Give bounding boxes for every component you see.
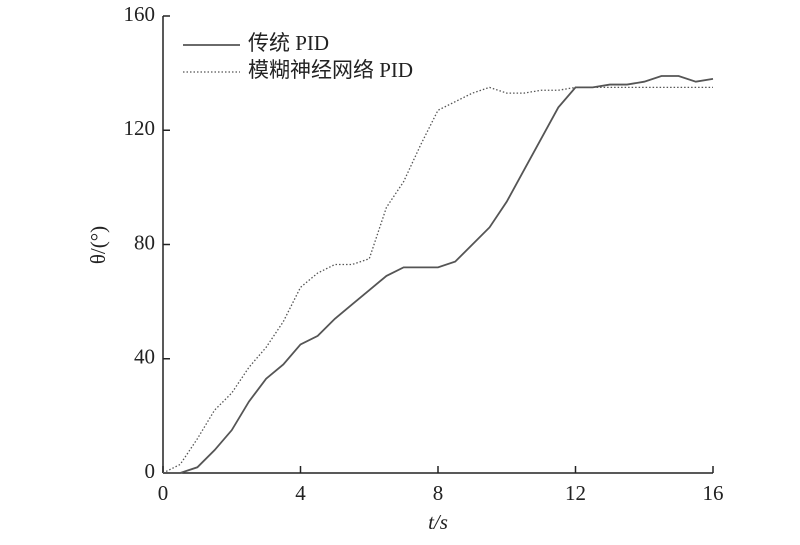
x-tick-label: 16 bbox=[703, 481, 724, 505]
x-tick-label: 12 bbox=[565, 481, 586, 505]
x-tick-label: 0 bbox=[158, 481, 169, 505]
y-tick-label: 0 bbox=[145, 459, 156, 483]
x-tick-label: 4 bbox=[295, 481, 306, 505]
legend-label: 传统 PID bbox=[248, 31, 329, 55]
y-tick-label: 40 bbox=[134, 345, 155, 369]
x-axis-label: t/s bbox=[428, 510, 448, 534]
series-line bbox=[162, 86, 713, 474]
series-line bbox=[163, 75, 714, 474]
y-tick-label: 80 bbox=[134, 230, 155, 254]
y-axis-label: θ/(°) bbox=[86, 226, 110, 264]
y-tick-label: 120 bbox=[124, 116, 156, 140]
y-tick-label: 160 bbox=[124, 2, 156, 26]
x-tick-label: 8 bbox=[433, 481, 444, 505]
legend-label: 模糊神经网络 PID bbox=[248, 58, 413, 82]
